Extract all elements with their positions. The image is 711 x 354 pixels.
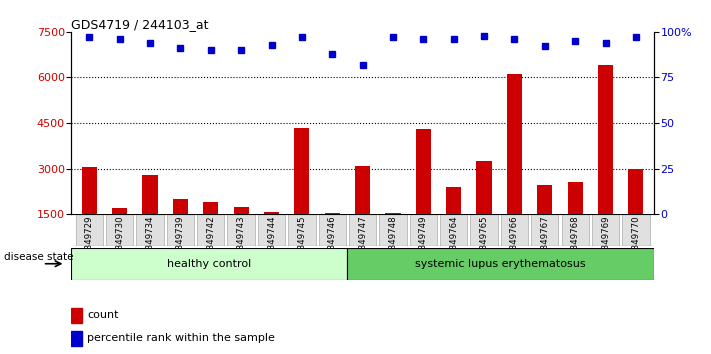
Text: GSM349744: GSM349744 — [267, 216, 276, 268]
FancyBboxPatch shape — [501, 215, 528, 246]
Text: GSM349749: GSM349749 — [419, 216, 428, 268]
FancyBboxPatch shape — [258, 215, 285, 246]
FancyBboxPatch shape — [440, 215, 467, 246]
Text: GSM349743: GSM349743 — [237, 216, 245, 268]
Text: percentile rank within the sample: percentile rank within the sample — [87, 333, 275, 343]
FancyBboxPatch shape — [410, 215, 437, 246]
Bar — [112, 208, 127, 214]
Text: GSM349765: GSM349765 — [480, 216, 488, 268]
Text: GSM349769: GSM349769 — [601, 216, 610, 268]
FancyBboxPatch shape — [622, 215, 650, 246]
Text: GSM349770: GSM349770 — [631, 216, 641, 268]
FancyBboxPatch shape — [349, 215, 376, 246]
FancyBboxPatch shape — [197, 215, 225, 246]
Text: GSM349768: GSM349768 — [571, 216, 579, 268]
Text: systemic lupus erythematosus: systemic lupus erythematosus — [415, 259, 586, 269]
Text: GSM349730: GSM349730 — [115, 216, 124, 268]
FancyBboxPatch shape — [137, 215, 164, 246]
Bar — [203, 202, 218, 214]
Bar — [629, 169, 643, 214]
Bar — [325, 213, 340, 214]
Bar — [173, 199, 188, 214]
Text: GSM349748: GSM349748 — [388, 216, 397, 268]
Text: GSM349767: GSM349767 — [540, 216, 550, 268]
Text: healthy control: healthy control — [167, 259, 251, 269]
Text: GSM349729: GSM349729 — [85, 216, 94, 268]
Bar — [71, 308, 82, 323]
Text: count: count — [87, 310, 119, 320]
FancyBboxPatch shape — [562, 215, 589, 246]
Bar — [385, 213, 400, 214]
FancyBboxPatch shape — [106, 215, 134, 246]
Bar — [233, 207, 249, 214]
Text: GSM349746: GSM349746 — [328, 216, 337, 268]
Text: GSM349745: GSM349745 — [297, 216, 306, 268]
Text: GSM349739: GSM349739 — [176, 216, 185, 268]
FancyBboxPatch shape — [319, 215, 346, 246]
Bar — [264, 212, 279, 214]
Bar — [71, 331, 82, 346]
Bar — [71, 248, 347, 280]
Bar — [507, 74, 522, 214]
Bar — [476, 161, 492, 214]
Text: GSM349742: GSM349742 — [206, 216, 215, 268]
FancyBboxPatch shape — [531, 215, 558, 246]
FancyBboxPatch shape — [379, 215, 407, 246]
Text: GDS4719 / 244103_at: GDS4719 / 244103_at — [71, 18, 208, 31]
FancyBboxPatch shape — [167, 215, 194, 246]
Bar — [294, 127, 309, 214]
Bar — [82, 167, 97, 214]
Text: disease state: disease state — [4, 252, 73, 262]
Bar — [538, 185, 552, 214]
Bar — [347, 248, 654, 280]
Bar — [567, 182, 583, 214]
Bar — [416, 129, 431, 214]
FancyBboxPatch shape — [592, 215, 619, 246]
Bar — [446, 187, 461, 214]
Text: GSM349734: GSM349734 — [146, 216, 154, 268]
FancyBboxPatch shape — [288, 215, 316, 246]
Text: GSM349764: GSM349764 — [449, 216, 458, 268]
FancyBboxPatch shape — [471, 215, 498, 246]
FancyBboxPatch shape — [228, 215, 255, 246]
Bar — [598, 65, 613, 214]
Bar — [355, 166, 370, 214]
Text: GSM349747: GSM349747 — [358, 216, 367, 268]
Text: GSM349766: GSM349766 — [510, 216, 519, 268]
FancyBboxPatch shape — [75, 215, 103, 246]
Bar — [142, 175, 158, 214]
